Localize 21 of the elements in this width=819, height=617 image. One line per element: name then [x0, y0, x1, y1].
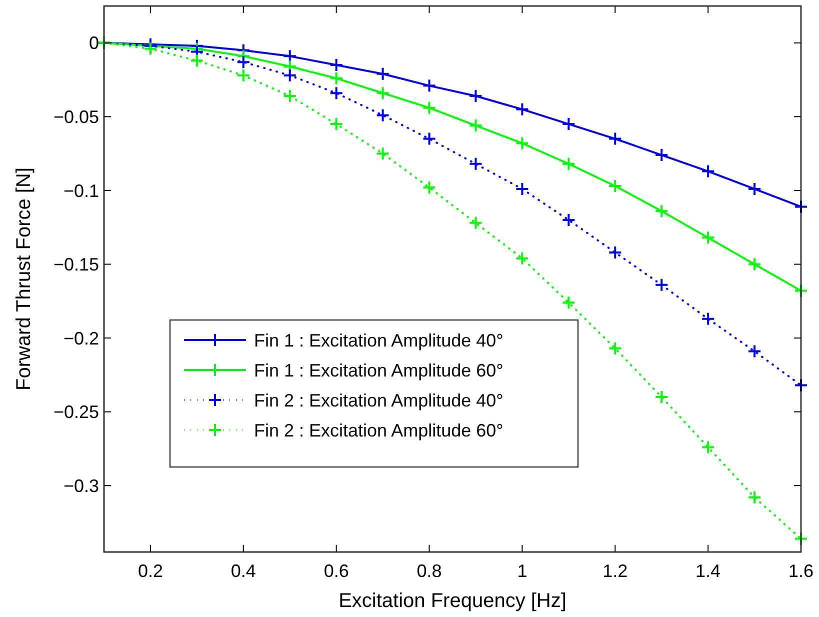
x-tick-label: 0.6 — [324, 561, 349, 581]
y-axis-title: Forward Thrust Force [N] — [13, 167, 35, 391]
x-axis-title: Excitation Frequency [Hz] — [338, 590, 566, 612]
x-tick-label: 0.8 — [416, 561, 442, 581]
y-tick-label: −0.15 — [53, 254, 99, 275]
y-tick-label: −0.3 — [63, 476, 99, 496]
y-tick-label: −0.2 — [63, 328, 99, 348]
y-tick-label: 0 — [88, 33, 99, 54]
y-tick-label: −0.1 — [63, 180, 99, 201]
legend-label: Fin 2 : Excitation Amplitude 60° — [254, 420, 504, 440]
x-tick-label: 0.2 — [138, 561, 163, 581]
y-tick-label: −0.25 — [53, 402, 99, 422]
x-tick-label: 1.4 — [696, 561, 721, 581]
x-tick-label: 1.2 — [602, 561, 628, 581]
legend-label: Fin 2 : Excitation Amplitude 40° — [254, 390, 504, 410]
x-tick-label: 1 — [517, 561, 528, 581]
y-tick-label: −0.05 — [53, 106, 99, 127]
legend-label: Fin 1 : Excitation Amplitude 40° — [254, 330, 504, 350]
x-tick-label: 1.6 — [788, 561, 814, 581]
x-tick-label: 0.4 — [230, 561, 256, 581]
legend-label: Fin 1 : Excitation Amplitude 60° — [254, 360, 504, 380]
